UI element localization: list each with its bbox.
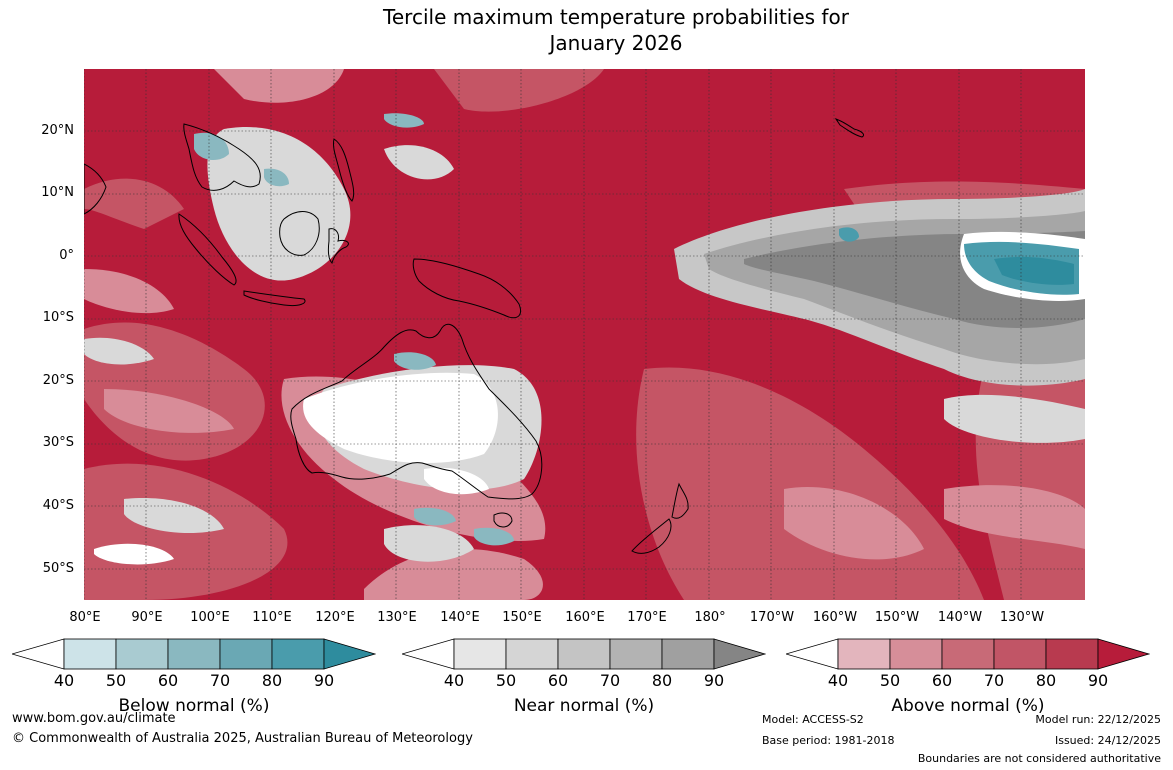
near-tick-40: 40	[443, 671, 465, 690]
below-swatch-2	[115, 638, 169, 670]
probability-map	[84, 69, 1085, 600]
lon-label-140w: 140°W	[937, 610, 983, 625]
near-swatch-5	[661, 638, 715, 670]
issued-text: Issued: 24/12/2025	[1054, 734, 1161, 747]
above-tick-80: 80	[1035, 671, 1057, 690]
new-guinea-coastline	[412, 258, 521, 319]
disclaimer-text: Boundaries are not considered authoritat…	[917, 752, 1161, 765]
lat-label-50s: 50°S	[42, 561, 74, 576]
below-normal-colorbar	[12, 638, 376, 670]
below-tick-50: 50	[105, 671, 127, 690]
below-normal-areas	[194, 113, 514, 546]
above-tick-70: 70	[983, 671, 1005, 690]
near-swatch-2	[505, 638, 559, 670]
lon-label-90e: 90°E	[131, 610, 163, 625]
near-tick-60: 60	[547, 671, 569, 690]
below-normal-label: Below normal (%)	[118, 696, 270, 716]
above-swatch-1	[837, 638, 891, 670]
graticule	[84, 69, 1085, 600]
copyright-text: © Commonwealth of Australia 2025, Austra…	[12, 731, 473, 746]
india-sri-lanka-coastline	[84, 163, 107, 215]
near-swatch-3	[557, 638, 611, 670]
australia-below-40-area	[94, 372, 498, 565]
near-swatch-4	[609, 638, 663, 670]
lat-label-20s: 20°S	[42, 373, 74, 388]
near-tick-70: 70	[599, 671, 621, 690]
base-period-text: Base period: 1981-2018	[762, 734, 895, 747]
above-tick-40: 40	[827, 671, 849, 690]
below-swatch-4	[219, 638, 273, 670]
below-swatch-6	[323, 638, 376, 670]
tasmania-coastline	[493, 512, 513, 528]
title-line-1: Tercile maximum temperature probabilitie…	[383, 5, 849, 29]
below-swatch-5	[271, 638, 325, 670]
coastlines	[84, 118, 865, 554]
below-tick-60: 60	[157, 671, 179, 690]
lat-label-30s: 30°S	[42, 435, 74, 450]
lat-label-10n: 10°N	[41, 185, 74, 200]
website-link[interactable]: www.bom.gov.au/climate	[12, 711, 176, 726]
lat-label-20n: 20°N	[41, 123, 74, 138]
lon-label-150e: 150°E	[502, 610, 542, 625]
lon-label-130w: 130°W	[999, 610, 1045, 625]
above-swatch-4	[993, 638, 1047, 670]
lon-label-150w: 150°W	[874, 610, 920, 625]
lon-label-120e: 120°E	[315, 610, 355, 625]
lon-label-170e: 170°E	[627, 610, 667, 625]
sulawesi-coastline	[327, 228, 349, 264]
above-swatch-2	[889, 638, 943, 670]
lon-label-100e: 100°E	[190, 610, 230, 625]
near-tick-90: 90	[703, 671, 725, 690]
below-tick-90: 90	[313, 671, 335, 690]
near-tick-80: 80	[651, 671, 673, 690]
below-swatch-0	[12, 638, 65, 670]
below-swatch-1	[63, 638, 117, 670]
above-swatch-5	[1045, 638, 1099, 670]
philippines-coastline	[333, 138, 355, 202]
near-swatch-0	[402, 638, 455, 670]
lon-label-130e: 130°E	[377, 610, 417, 625]
lon-label-80e: 80°E	[69, 610, 101, 625]
map-title: Tercile maximum temperature probabilitie…	[0, 4, 1173, 56]
new-zealand-south-coastline	[631, 518, 672, 554]
above-normal-colorbar	[786, 638, 1150, 670]
indochina-coastline	[183, 123, 261, 191]
lon-label-160w: 160°W	[812, 610, 858, 625]
above-tick-50: 50	[879, 671, 901, 690]
above-tick-60: 60	[931, 671, 953, 690]
java-coastline	[243, 290, 306, 306]
near-swatch-1	[453, 638, 507, 670]
near-normal-label: Near normal (%)	[513, 696, 655, 716]
lat-label-10s: 10°S	[42, 310, 74, 325]
lon-label-180: 180°	[694, 610, 726, 625]
new-zealand-north-coastline	[671, 482, 689, 519]
above-swatch-3	[941, 638, 995, 670]
borneo-coastline	[279, 211, 320, 256]
above-swatch-6	[1097, 638, 1150, 670]
near-normal-pacific-tongue	[674, 189, 1085, 386]
above-normal-label: Above normal (%)	[891, 696, 1045, 716]
below-tick-40: 40	[53, 671, 75, 690]
lon-label-170w: 170°W	[749, 610, 795, 625]
model-text: Model: ACCESS-S2	[762, 713, 864, 726]
map-canvas	[84, 69, 1085, 600]
title-line-2: January 2026	[549, 31, 683, 55]
lon-label-110e: 110°E	[252, 610, 292, 625]
hawaii-coastline	[834, 118, 865, 138]
lon-label-160e: 160°E	[565, 610, 605, 625]
lat-label-40s: 40°S	[42, 498, 74, 513]
above-tick-90: 90	[1087, 671, 1109, 690]
sumatra-coastline	[178, 213, 237, 286]
below-swatch-3	[167, 638, 221, 670]
near-normal-colorbar	[402, 638, 766, 670]
lat-label-0: 0°	[59, 248, 74, 263]
australia-coastline	[290, 323, 543, 500]
below-tick-80: 80	[261, 671, 283, 690]
model-run-text: Model run: 22/12/2025	[1035, 713, 1161, 726]
lon-label-140e: 140°E	[440, 610, 480, 625]
above-swatch-0	[786, 638, 839, 670]
near-tick-50: 50	[495, 671, 517, 690]
near-swatch-6	[713, 638, 766, 670]
below-tick-70: 70	[209, 671, 231, 690]
